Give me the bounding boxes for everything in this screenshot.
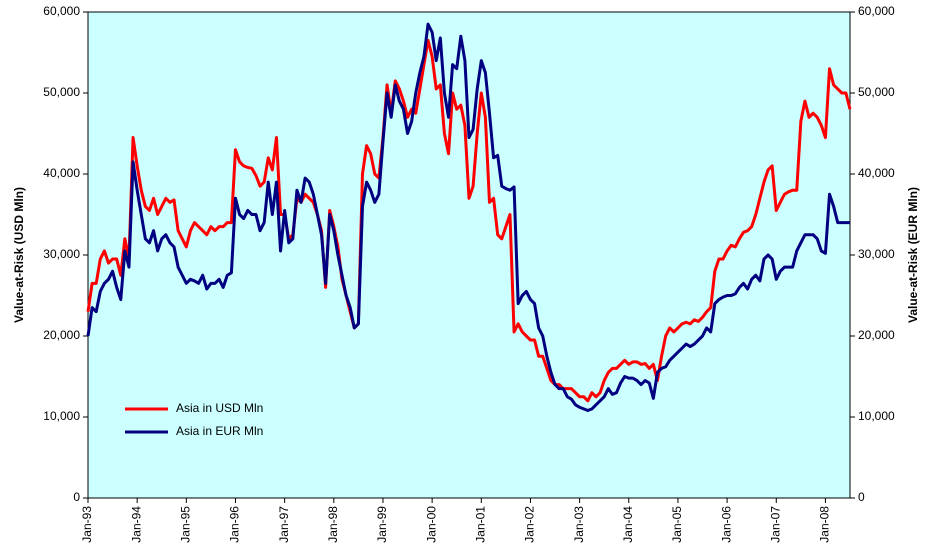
series-line	[86, 38, 852, 403]
y-tick-label: 40,000	[43, 166, 80, 180]
y-tick-label: 0	[73, 490, 80, 504]
y-tick-label: 20,000	[43, 328, 80, 342]
x-tick-label: Jan-99	[375, 506, 389, 543]
legend-label: Asia in EUR Mln	[176, 424, 263, 438]
x-tick-label: Jan-08	[818, 506, 832, 543]
x-tick-label: Jan-01	[473, 506, 487, 543]
y-axis-label: Value-at-Risk (USD Mln)	[12, 187, 26, 323]
y-tick-label: 60,000	[43, 4, 80, 18]
x-tick-label: Jan-07	[768, 506, 782, 543]
x-tick-label: Jan-94	[129, 506, 143, 543]
x-tick-label: Jan-02	[523, 506, 537, 543]
x-tick-label: Jan-97	[277, 506, 291, 543]
y2-tick-label: 30,000	[858, 247, 895, 261]
y2-tick-label: 50,000	[858, 85, 895, 99]
x-tick-label: Jan-04	[621, 506, 635, 543]
y2-tick-label: 20,000	[858, 328, 895, 342]
y2-tick-label: 0	[858, 490, 865, 504]
y2-tick-label: 60,000	[858, 4, 895, 18]
plot-area	[87, 11, 851, 499]
x-tick-label: Jan-96	[228, 506, 242, 543]
x-tick-label: Jan-06	[719, 506, 733, 543]
y-tick-label: 10,000	[43, 409, 80, 423]
x-tick-label: Jan-05	[670, 506, 684, 543]
y2-tick-label: 10,000	[858, 409, 895, 423]
y2-tick-label: 40,000	[858, 166, 895, 180]
x-tick-label: Jan-95	[178, 506, 192, 543]
y-tick-label: 50,000	[43, 85, 80, 99]
y-tick-label: 30,000	[43, 247, 80, 261]
y2-axis-label: Value-at-Risk (EUR Mln)	[906, 187, 920, 323]
x-tick-label: Jan-98	[326, 506, 340, 543]
x-tick-label: Jan-03	[572, 506, 586, 543]
legend-label: Asia in USD Mln	[176, 401, 263, 415]
series-line	[86, 22, 850, 413]
x-tick-label: Jan-93	[80, 506, 94, 543]
x-tick-label: Jan-00	[424, 506, 438, 543]
